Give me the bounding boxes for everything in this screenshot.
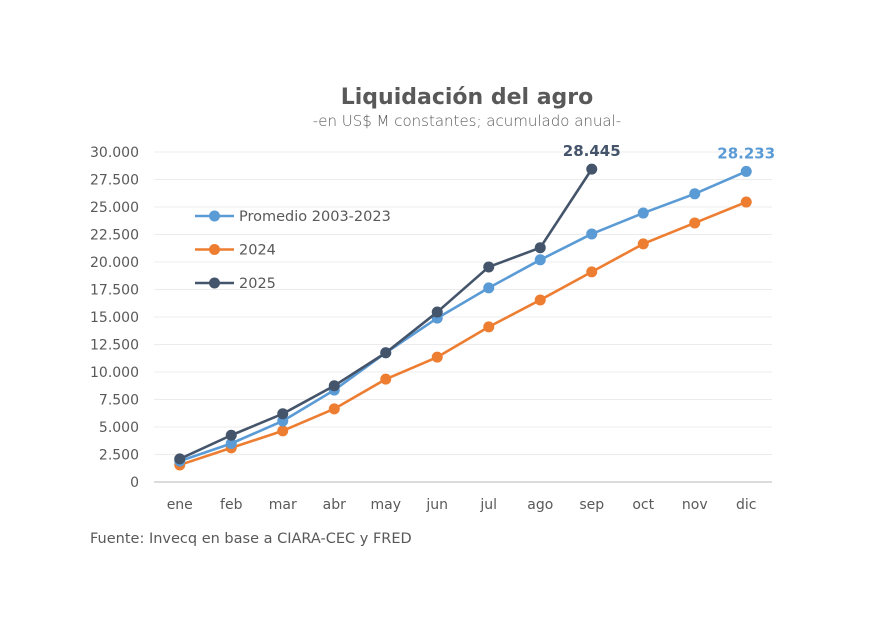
legend-label: 2025 bbox=[239, 276, 276, 292]
data-point bbox=[586, 266, 598, 278]
data-point bbox=[380, 373, 392, 385]
x-tick-label: dic bbox=[736, 497, 756, 513]
x-tick-label: ago bbox=[527, 497, 553, 513]
data-point bbox=[277, 408, 289, 420]
data-point bbox=[586, 228, 598, 240]
data-label: 28.445 bbox=[563, 142, 621, 160]
x-tick-label: nov bbox=[682, 497, 708, 513]
data-point bbox=[740, 196, 752, 208]
series-2025 bbox=[174, 163, 598, 465]
y-tick-label: 7.500 bbox=[99, 393, 139, 409]
data-point bbox=[534, 254, 546, 266]
y-tick-label: 2.500 bbox=[99, 448, 139, 464]
y-tick-label: 25.000 bbox=[90, 200, 139, 216]
x-tick-label: mar bbox=[269, 497, 297, 513]
y-tick-label: 17.500 bbox=[90, 283, 139, 299]
series-line bbox=[179, 170, 747, 463]
data-point bbox=[431, 306, 443, 318]
legend-item: Promedio 2003-2023 bbox=[195, 209, 391, 225]
data-point bbox=[225, 438, 237, 449]
data-point bbox=[380, 347, 392, 359]
data-point bbox=[431, 351, 443, 363]
y-tick-label: 10.000 bbox=[90, 365, 139, 381]
legend-marker bbox=[209, 277, 220, 289]
x-tick-label: jun bbox=[425, 497, 448, 513]
gridlines bbox=[154, 151, 772, 455]
chart-title: Liquidación del agro bbox=[341, 85, 594, 110]
y-tick-label: 12.500 bbox=[90, 338, 139, 354]
series-2024 bbox=[174, 196, 752, 471]
legend-label: 2024 bbox=[239, 243, 276, 259]
chart-subtitle: -en US$ M constantes; acumulado anual- bbox=[313, 112, 621, 130]
data-point bbox=[637, 207, 649, 219]
data-point bbox=[534, 294, 546, 306]
legend-item: 2024 bbox=[195, 243, 276, 259]
x-tick-label: may bbox=[370, 497, 401, 513]
y-tick-label: 27.500 bbox=[90, 173, 139, 189]
data-point bbox=[689, 217, 701, 229]
data-label: 28.233 bbox=[717, 144, 775, 162]
x-tick-label: sep bbox=[579, 497, 604, 513]
data-point bbox=[740, 165, 752, 177]
x-tick-label: oct bbox=[632, 497, 654, 513]
y-tick-label: 30.000 bbox=[90, 145, 139, 161]
x-tick-label: ene bbox=[167, 497, 193, 513]
data-point bbox=[483, 321, 495, 333]
data-point bbox=[328, 380, 340, 392]
x-tick-label: abr bbox=[323, 497, 346, 513]
data-point bbox=[483, 261, 495, 273]
data-point bbox=[586, 163, 598, 175]
series-line bbox=[179, 200, 747, 467]
legend-item: 2025 bbox=[195, 276, 276, 292]
data-point bbox=[483, 282, 495, 294]
legend: Promedio 2003-2023 2024 2025 bbox=[195, 209, 391, 292]
y-tick-label: 20.000 bbox=[90, 255, 139, 271]
y-tick-label: 22.500 bbox=[90, 228, 139, 244]
x-tick-label: jul bbox=[479, 497, 497, 513]
y-axis: 0 2.500 5.000 7.500 10.000 12.500 15.000 17.500… bbox=[90, 145, 772, 491]
x-tick-label: feb bbox=[220, 497, 243, 513]
legend-label: Promedio 2003-2023 bbox=[239, 209, 391, 225]
legend-marker bbox=[209, 210, 220, 222]
data-point bbox=[534, 242, 546, 254]
y-tick-label: 5.000 bbox=[99, 420, 139, 436]
data-point bbox=[689, 188, 701, 200]
data-point bbox=[637, 238, 649, 250]
source-note: Fuente: Invecq en base a CIARA-CEC y FRE… bbox=[90, 531, 412, 547]
data-point bbox=[225, 429, 237, 441]
y-tick-label: 15.000 bbox=[90, 310, 139, 326]
x-axis: ene feb mar abr may jun jul ago sep oct nov dic bbox=[167, 497, 757, 513]
data-point bbox=[277, 425, 289, 437]
data-point bbox=[328, 403, 340, 415]
y-tick-label: 0 bbox=[130, 475, 139, 491]
data-point bbox=[174, 453, 186, 465]
legend-marker bbox=[209, 244, 220, 255]
series-group bbox=[174, 163, 752, 471]
data-labels: 28.445 28.233 bbox=[563, 142, 775, 162]
